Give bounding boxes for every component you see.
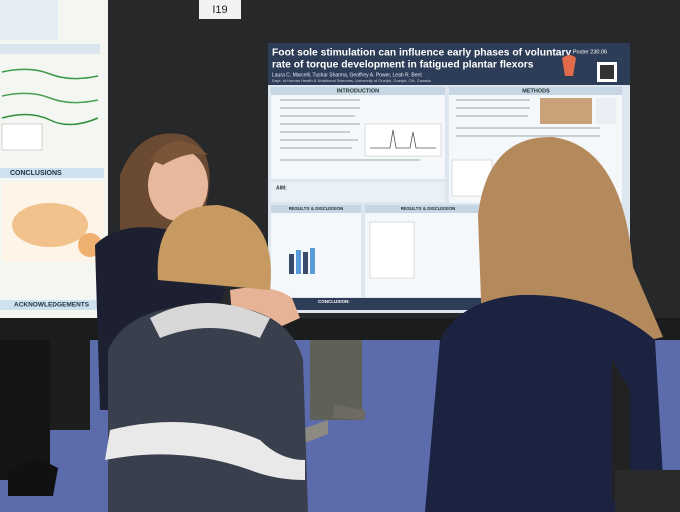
- section-heading: METHODS: [522, 88, 550, 94]
- poster-title: rate of torque development in fatigued p…: [272, 60, 534, 71]
- section-heading: CONCLUSION:: [318, 299, 350, 304]
- left-poster: CONCLUSIONS ACKNOWLEDGEMENTS: [0, 0, 108, 318]
- visitor: [425, 136, 680, 512]
- poster-authors: Laura C. Marcelli, Tushar Sharma, Geoffr…: [272, 72, 422, 78]
- booth-sign: [199, 0, 241, 19]
- section-heading: RESULTS & DISCUSSION: [401, 206, 455, 211]
- poster-title: Foot sole stimulation can influence earl…: [272, 48, 572, 59]
- poster-number: Poster 230.06: [573, 49, 607, 55]
- left-heading: ACKNOWLEDGEMENTS: [14, 302, 90, 309]
- section-heading: AIM:: [276, 185, 287, 191]
- left-heading: CONCLUSIONS: [10, 170, 62, 177]
- section-heading: RESULTS & DISCUSSION: [289, 206, 343, 211]
- background-people: [0, 340, 365, 496]
- child: [105, 205, 308, 512]
- booth-label: I19: [212, 4, 227, 16]
- section-heading: INTRODUCTION: [337, 88, 379, 94]
- poster-affiliation: Dept. of Human Health & Nutritional Scie…: [272, 78, 432, 83]
